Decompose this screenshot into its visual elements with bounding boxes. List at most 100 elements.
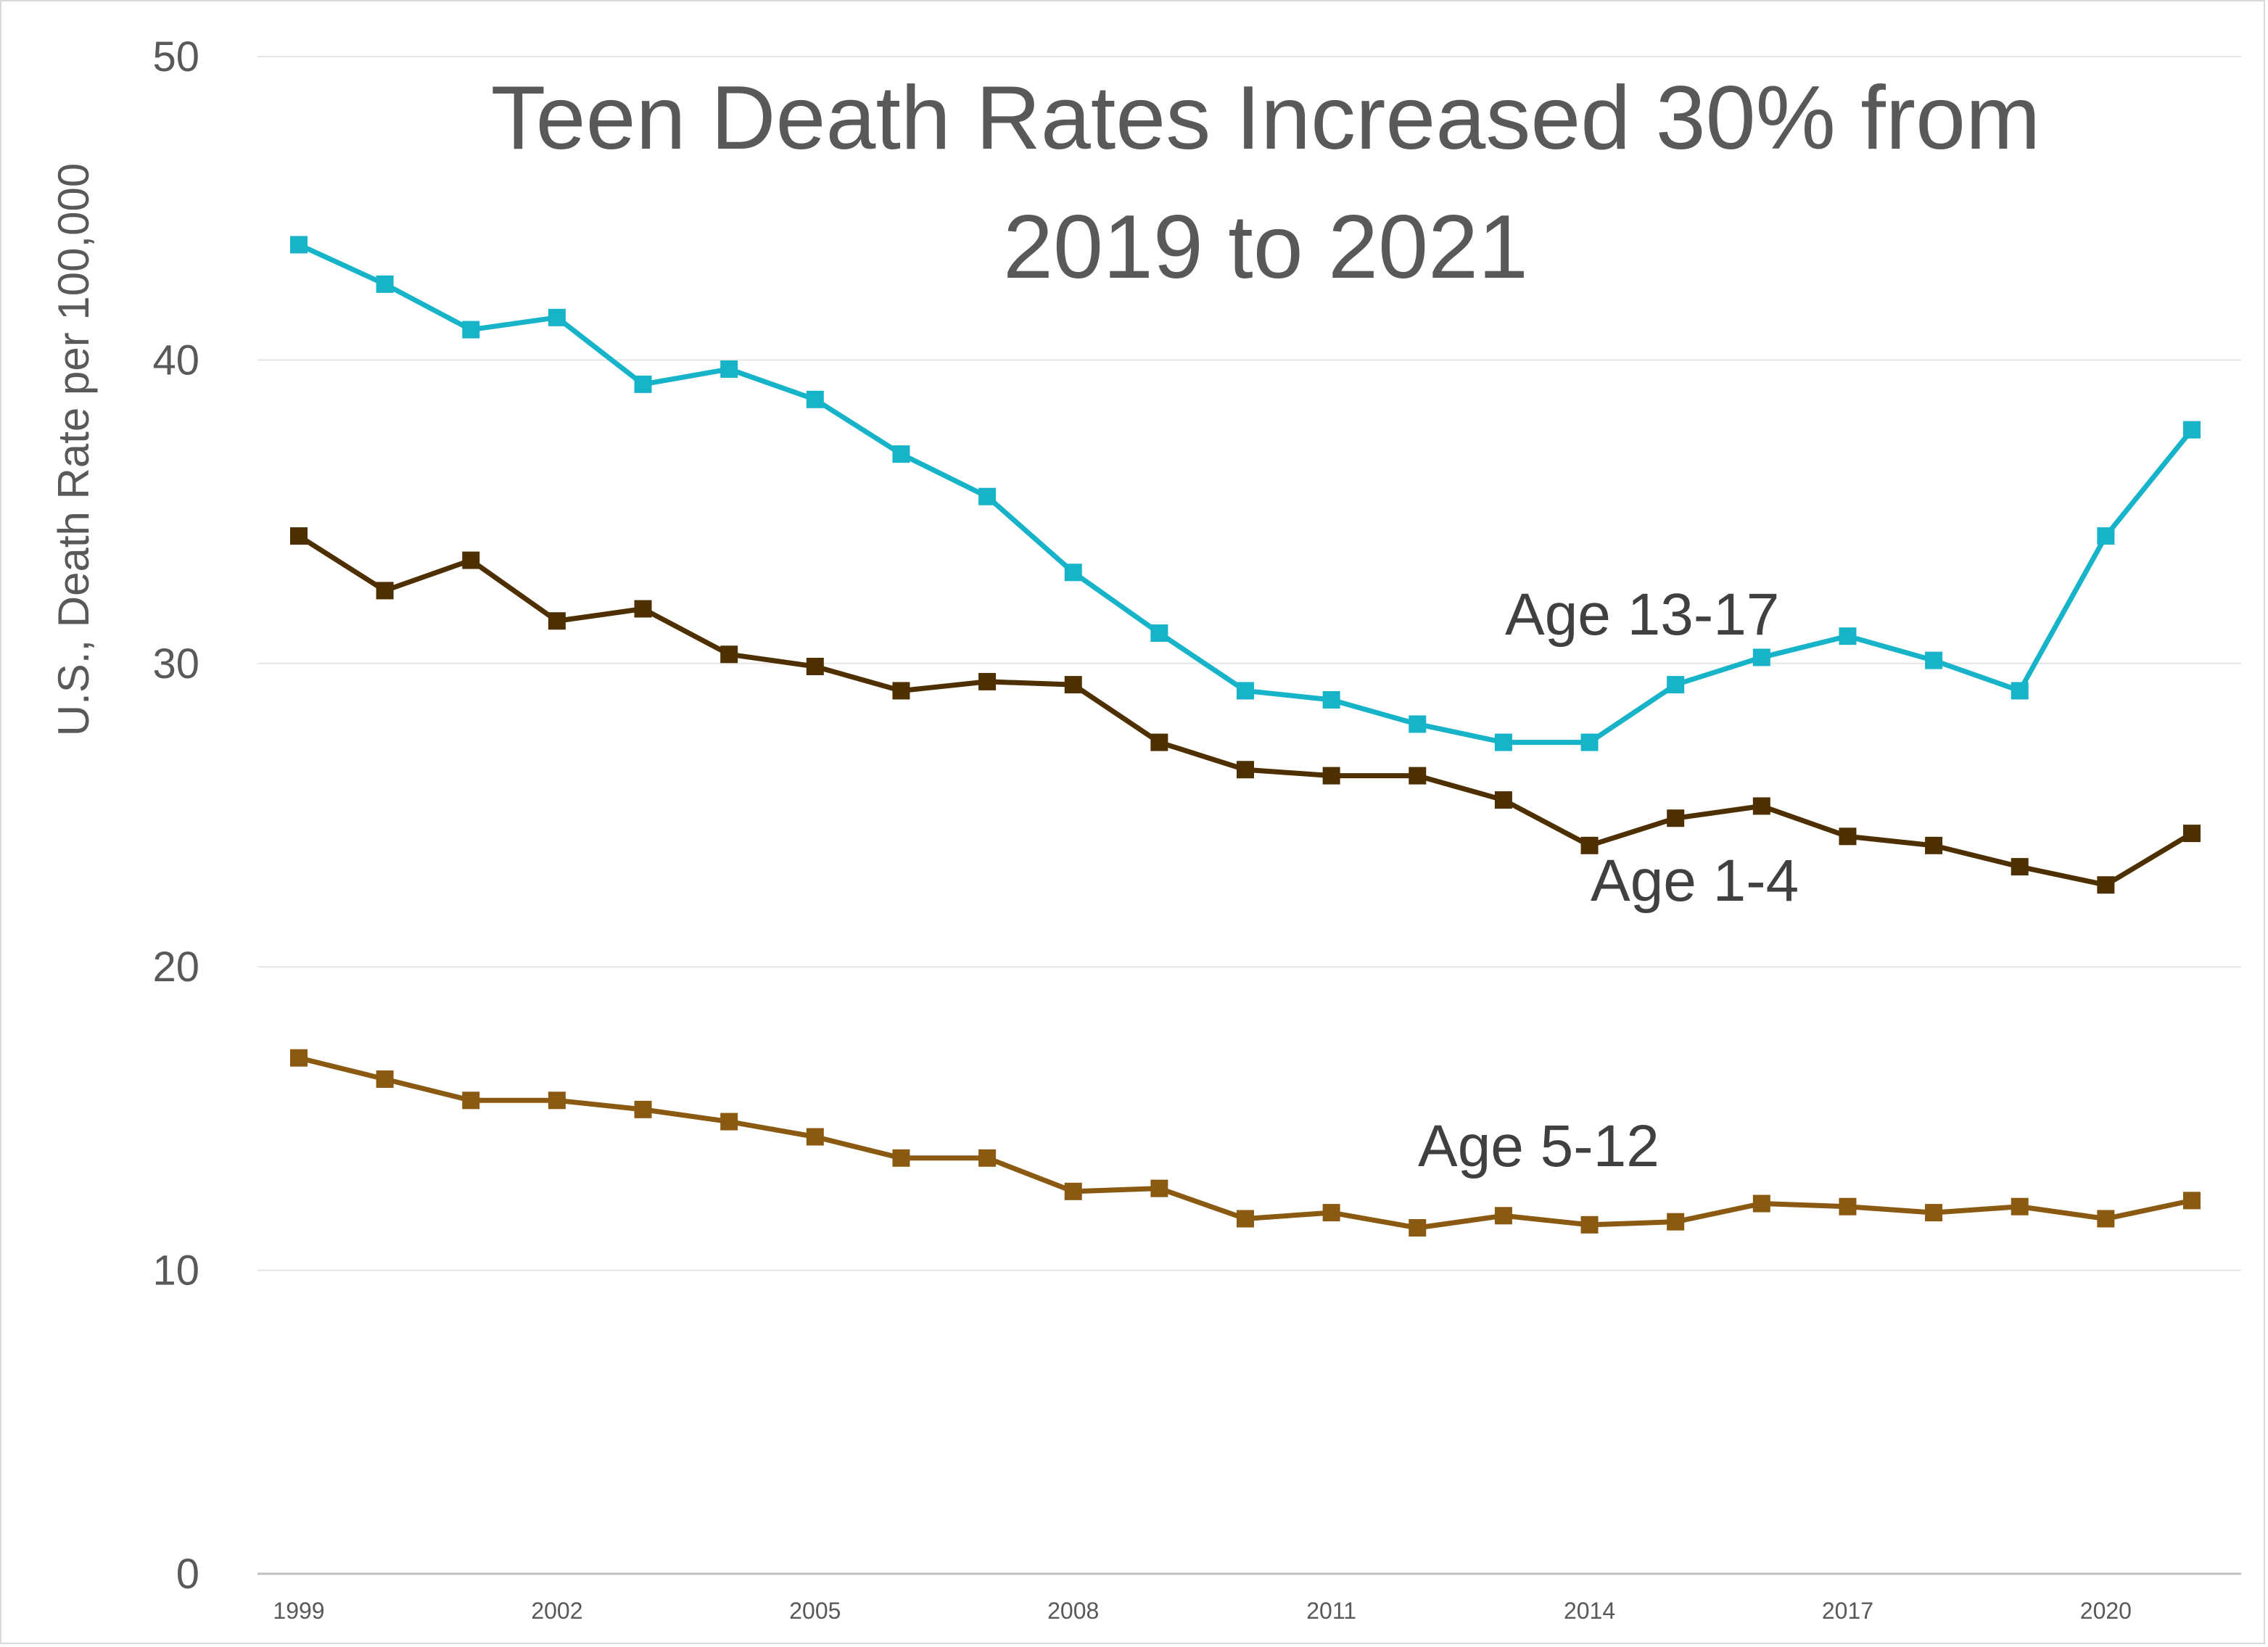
data-point	[1580, 836, 1599, 854]
series-line-1	[296, 533, 2195, 888]
y-tick-label: 20	[152, 944, 199, 991]
series-line-2	[296, 1055, 2195, 1231]
data-point	[2011, 682, 2029, 700]
data-point	[892, 1149, 910, 1167]
gridlines	[257, 56, 2241, 1271]
data-point	[462, 551, 480, 569]
data-point	[1322, 691, 1340, 709]
data-point	[290, 1049, 308, 1067]
series-label-age-5-12: Age 5-12	[1418, 1113, 1659, 1179]
data-point	[1580, 1215, 1599, 1234]
data-point	[1409, 715, 1427, 733]
data-point	[1667, 1213, 1685, 1231]
data-point	[1667, 676, 1685, 694]
y-tick-label: 30	[152, 640, 199, 688]
series-lines	[296, 242, 2195, 1231]
data-point	[1667, 809, 1685, 827]
data-point	[2097, 876, 2115, 894]
x-tick-label: 2005	[789, 1598, 841, 1624]
y-tick-label: 40	[152, 337, 199, 384]
data-point	[720, 645, 738, 664]
data-point	[2183, 1192, 2201, 1210]
data-point	[1752, 1194, 1770, 1213]
data-point	[634, 600, 652, 618]
data-point	[720, 360, 738, 378]
data-point	[892, 445, 910, 463]
y-tick-label: 10	[152, 1247, 199, 1295]
x-tick-label: 1999	[273, 1598, 324, 1624]
data-point	[2011, 1197, 2029, 1215]
data-point	[634, 375, 652, 393]
chart-title: Teen Death Rates Increased 30% from 2019…	[491, 68, 2041, 297]
data-point	[290, 236, 308, 254]
data-point	[978, 1149, 997, 1167]
data-point	[1925, 651, 1943, 669]
chart-title-line-1: Teen Death Rates Increased 30% from	[491, 68, 2041, 168]
data-point	[806, 390, 824, 408]
data-point	[1494, 791, 1512, 809]
data-point	[634, 1100, 652, 1118]
data-point	[548, 1091, 566, 1110]
data-point	[1064, 564, 1082, 582]
data-point	[376, 275, 394, 293]
data-point	[1237, 1210, 1254, 1228]
x-tick-label: 2002	[531, 1598, 582, 1624]
data-point	[1494, 1207, 1512, 1225]
series-label-age-13-17: Age 13-17	[1505, 582, 1779, 648]
data-point	[1237, 682, 1254, 700]
data-point	[1925, 836, 1943, 854]
data-point	[806, 657, 824, 675]
data-point	[376, 1070, 394, 1089]
x-axis-ticks: 1999 2002 2005 2008 2011 2014 2017 2020	[273, 1598, 2132, 1624]
data-point	[1150, 1179, 1168, 1197]
data-point	[1839, 827, 1857, 846]
series-markers	[290, 236, 2201, 1237]
series-line-0	[296, 242, 2195, 746]
data-point	[376, 582, 394, 600]
data-point	[290, 527, 308, 545]
data-point	[548, 612, 566, 630]
data-point	[1752, 797, 1770, 815]
x-tick-label: 2020	[2080, 1598, 2132, 1624]
data-point	[1494, 733, 1512, 751]
y-axis-ticks: 0 10 20 30 40 50	[152, 33, 199, 1598]
data-point	[2183, 825, 2201, 843]
data-point	[978, 487, 997, 505]
data-point	[2183, 421, 2201, 439]
data-point	[1322, 767, 1340, 785]
data-point	[548, 308, 566, 326]
data-point	[1839, 627, 1857, 645]
data-point	[462, 1091, 480, 1110]
data-point	[1150, 733, 1168, 751]
chart-title-line-2: 2019 to 2021	[1003, 197, 1528, 297]
data-point	[1064, 676, 1082, 694]
x-tick-label: 2017	[1822, 1598, 1873, 1624]
data-point	[892, 682, 910, 700]
data-point	[1237, 761, 1254, 779]
y-tick-label: 50	[152, 33, 199, 81]
data-point	[1925, 1204, 1943, 1222]
data-point	[1752, 648, 1770, 666]
x-tick-label: 2014	[1564, 1598, 1615, 1624]
data-point	[1409, 767, 1427, 785]
y-tick-label: 0	[176, 1551, 199, 1598]
data-point	[2097, 527, 2115, 545]
data-point	[1064, 1182, 1082, 1200]
data-point	[978, 672, 997, 690]
data-point	[1150, 624, 1168, 642]
data-point	[806, 1128, 824, 1146]
series-label-age-1-4: Age 1-4	[1591, 848, 1799, 914]
data-point	[1409, 1219, 1427, 1237]
data-point	[1322, 1204, 1340, 1222]
data-point	[462, 321, 480, 339]
data-point	[1580, 733, 1599, 751]
data-point	[720, 1113, 738, 1131]
y-axis-label: U.S., Death Rate per 100,000	[49, 163, 98, 737]
data-point	[2011, 858, 2029, 876]
data-point	[1839, 1197, 1857, 1215]
x-tick-label: 2011	[1306, 1598, 1356, 1624]
data-point	[2097, 1210, 2115, 1228]
x-tick-label: 2008	[1047, 1598, 1099, 1624]
